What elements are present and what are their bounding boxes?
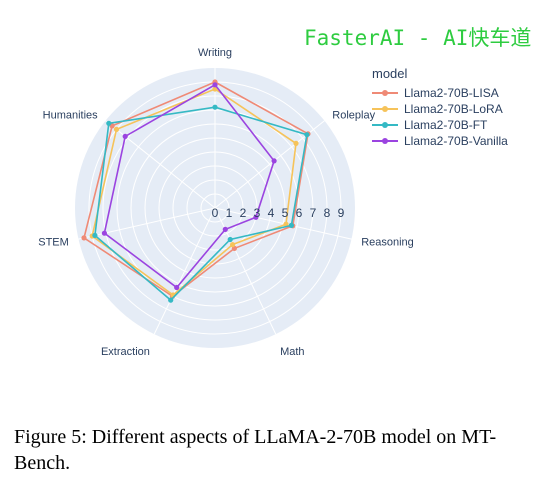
- radial-tick-label: 3: [254, 206, 261, 220]
- grid-spoke: [78, 207, 216, 240]
- series-line: [91, 88, 297, 297]
- legend-item[interactable]: Llama2-70B-LoRA: [372, 101, 508, 117]
- legend-marker: [382, 90, 388, 96]
- data-point: [122, 133, 128, 139]
- legend-swatch: [372, 136, 398, 146]
- data-point: [271, 158, 277, 164]
- data-point: [288, 222, 294, 228]
- legend-item[interactable]: Llama2-70B-FT: [372, 117, 508, 133]
- category-label: Roleplay: [332, 110, 375, 122]
- grid-spoke: [153, 207, 216, 335]
- category-label: Math: [280, 346, 304, 358]
- radar-chart: 0 1 2 3 4 5 6 7 8 9 Writing Roleplay Reasoning Math Ex…: [38, 47, 414, 358]
- data-point: [106, 120, 112, 126]
- legend-swatch: [372, 104, 398, 114]
- legend: model Llama2-70B-LISA Llama2-70B-LoRA Llam…: [372, 66, 508, 149]
- legend-label: Llama2-70B-LoRA: [404, 102, 503, 116]
- grid-spoke: [214, 207, 352, 240]
- legend-item[interactable]: Llama2-70B-LISA: [372, 85, 508, 101]
- data-point: [113, 126, 120, 132]
- data-point: [293, 140, 299, 146]
- data-point: [253, 214, 259, 220]
- legend-marker: [382, 106, 388, 112]
- legend-label: Llama2-70B-LISA: [404, 86, 499, 100]
- radial-tick-label: 8: [324, 206, 331, 220]
- data-point: [212, 82, 218, 88]
- legend-label: Llama2-70B-FT: [404, 118, 488, 132]
- data-point: [227, 236, 233, 243]
- category-label: Extraction: [101, 346, 150, 358]
- radial-tick-label: 4: [268, 206, 275, 220]
- category-label: Reasoning: [361, 236, 414, 248]
- legend-title: model: [372, 66, 408, 81]
- category-label: Writing: [198, 47, 232, 59]
- radial-tick-label: 6: [296, 206, 303, 220]
- series-line: [94, 106, 308, 302]
- radial-tick-label: 7: [310, 206, 317, 220]
- radial-tick-label: 5: [282, 206, 289, 220]
- figure-caption: Figure 5: Different aspects of LLaMA-2-7…: [14, 426, 497, 474]
- data-point: [222, 226, 228, 232]
- legend-swatch: [372, 120, 398, 130]
- legend-label: Llama2-70B-Vanilla: [404, 134, 508, 148]
- radial-tick-label: 1: [226, 206, 233, 220]
- series-line: [103, 83, 275, 289]
- radial-tick-label: 0: [212, 206, 219, 220]
- category-label: STEM: [38, 236, 69, 248]
- data-point: [212, 104, 218, 110]
- legend-item[interactable]: Llama2-70B-Vanilla: [372, 133, 508, 149]
- category-label: Humanities: [43, 110, 99, 122]
- legend-swatch: [372, 88, 398, 98]
- data-point: [283, 221, 289, 227]
- legend-marker: [382, 138, 388, 144]
- watermark-text: FasterAI - AI快车道: [304, 26, 532, 50]
- data-point: [304, 132, 310, 138]
- data-point: [174, 284, 180, 291]
- data-point: [168, 297, 174, 303]
- series-line: [83, 81, 309, 298]
- legend-marker: [382, 122, 388, 128]
- data-point: [81, 235, 87, 241]
- data-point: [101, 230, 107, 236]
- radial-tick-label: 9: [338, 206, 345, 220]
- radial-tick-label: 2: [240, 206, 247, 220]
- data-point: [92, 232, 98, 238]
- data-point: [230, 242, 236, 248]
